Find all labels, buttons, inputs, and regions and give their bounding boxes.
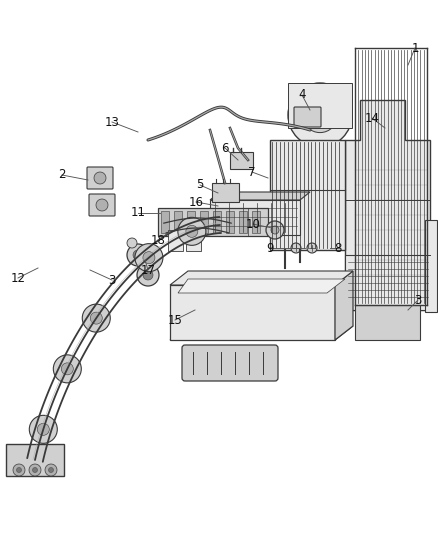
FancyBboxPatch shape	[6, 444, 64, 476]
FancyBboxPatch shape	[294, 107, 321, 127]
FancyBboxPatch shape	[355, 305, 420, 340]
Circle shape	[178, 217, 206, 245]
Text: 6: 6	[221, 141, 229, 155]
Circle shape	[377, 180, 393, 196]
Text: 1: 1	[411, 42, 419, 54]
Circle shape	[49, 467, 53, 472]
Circle shape	[29, 464, 41, 476]
Circle shape	[367, 170, 403, 206]
FancyBboxPatch shape	[187, 211, 195, 233]
FancyBboxPatch shape	[158, 208, 268, 236]
FancyBboxPatch shape	[87, 167, 113, 189]
Circle shape	[32, 467, 38, 472]
Circle shape	[37, 423, 49, 435]
Circle shape	[271, 226, 279, 234]
Circle shape	[127, 238, 137, 248]
Text: 8: 8	[334, 241, 342, 254]
Text: 10: 10	[246, 217, 261, 230]
Circle shape	[29, 415, 57, 443]
Text: 5: 5	[196, 179, 204, 191]
Polygon shape	[170, 326, 353, 340]
Circle shape	[143, 252, 155, 264]
Circle shape	[45, 464, 57, 476]
FancyBboxPatch shape	[161, 211, 169, 233]
Circle shape	[266, 221, 284, 239]
Text: 12: 12	[11, 271, 25, 285]
Circle shape	[13, 464, 25, 476]
Text: 15: 15	[168, 313, 183, 327]
FancyBboxPatch shape	[252, 211, 260, 233]
Polygon shape	[425, 220, 437, 312]
Polygon shape	[345, 100, 430, 310]
Text: 13: 13	[105, 116, 120, 128]
FancyBboxPatch shape	[174, 211, 182, 233]
Circle shape	[133, 250, 143, 260]
FancyBboxPatch shape	[226, 211, 234, 233]
Circle shape	[186, 225, 198, 237]
Circle shape	[61, 363, 73, 375]
FancyBboxPatch shape	[167, 230, 183, 251]
FancyBboxPatch shape	[345, 255, 430, 310]
Circle shape	[17, 467, 21, 472]
Circle shape	[94, 172, 106, 184]
Circle shape	[127, 244, 149, 266]
Text: 14: 14	[364, 111, 379, 125]
Circle shape	[135, 244, 163, 272]
FancyBboxPatch shape	[89, 194, 115, 216]
Text: 9: 9	[266, 241, 274, 254]
Polygon shape	[178, 279, 345, 293]
Polygon shape	[210, 192, 310, 200]
Circle shape	[288, 83, 352, 147]
Circle shape	[291, 243, 301, 253]
Circle shape	[53, 355, 81, 383]
Text: 16: 16	[188, 196, 204, 208]
Circle shape	[90, 312, 102, 324]
FancyBboxPatch shape	[186, 230, 201, 251]
Text: 17: 17	[141, 263, 155, 277]
FancyBboxPatch shape	[239, 211, 247, 233]
FancyBboxPatch shape	[212, 182, 239, 201]
Text: 7: 7	[248, 166, 256, 179]
Circle shape	[96, 199, 108, 211]
Circle shape	[82, 304, 110, 332]
Text: 3: 3	[414, 294, 422, 306]
Polygon shape	[335, 271, 353, 340]
FancyBboxPatch shape	[213, 211, 221, 233]
Text: 2: 2	[58, 168, 66, 182]
Polygon shape	[170, 285, 335, 340]
FancyBboxPatch shape	[210, 200, 300, 235]
Circle shape	[307, 243, 317, 253]
FancyBboxPatch shape	[288, 83, 352, 128]
Text: 3: 3	[108, 273, 116, 287]
Circle shape	[137, 264, 159, 286]
Circle shape	[302, 98, 338, 133]
Text: 11: 11	[131, 206, 145, 220]
FancyBboxPatch shape	[182, 345, 278, 381]
FancyBboxPatch shape	[230, 151, 252, 168]
Text: 18: 18	[151, 233, 166, 246]
FancyBboxPatch shape	[200, 211, 208, 233]
Polygon shape	[170, 271, 353, 285]
Text: 4: 4	[298, 88, 306, 101]
FancyBboxPatch shape	[270, 140, 345, 250]
Circle shape	[143, 270, 153, 280]
